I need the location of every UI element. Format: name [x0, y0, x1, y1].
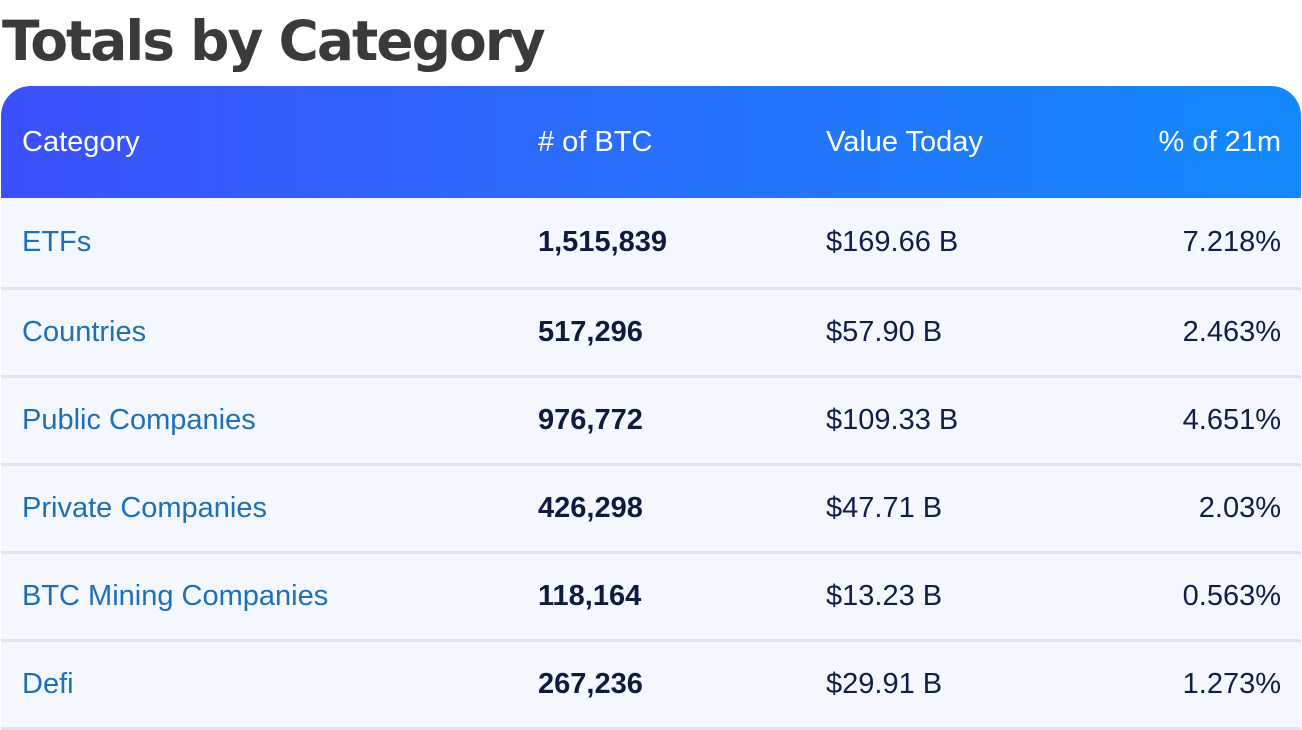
- table-row: BTC Mining Companies 118,164 $13.23 B 0.…: [1, 552, 1301, 640]
- category-cell: BTC Mining Companies: [1, 552, 517, 640]
- btc-cell: 267,236: [538, 667, 643, 700]
- btc-cell: 1,515,839: [538, 225, 668, 258]
- category-link[interactable]: Countries: [22, 315, 147, 348]
- table-row: Private Companies 426,298 $47.71 B 2.03%: [1, 464, 1301, 552]
- percent-cell: 7.218%: [1182, 225, 1281, 258]
- table-header-row: Category # of BTC Value Today % of 21m: [1, 86, 1301, 198]
- percent-cell: 4.651%: [1182, 403, 1281, 436]
- category-link[interactable]: BTC Mining Companies: [22, 579, 329, 612]
- category-link[interactable]: Defi: [22, 667, 74, 700]
- table-row: ETFs 1,515,839 $169.66 B 7.218%: [1, 198, 1301, 288]
- category-cell: Public Companies: [1, 376, 517, 464]
- btc-cell: 517,296: [538, 315, 643, 348]
- btc-cell: 118,164: [538, 579, 642, 612]
- category-link[interactable]: Public Companies: [22, 403, 256, 436]
- percent-cell: 1.273%: [1182, 667, 1281, 700]
- column-header-value[interactable]: Value Today: [826, 125, 983, 158]
- table-row: Public Companies 976,772 $109.33 B 4.651…: [1, 376, 1301, 464]
- value-cell: $29.91 B: [826, 667, 943, 700]
- percent-cell: 0.563%: [1182, 579, 1281, 612]
- category-link[interactable]: ETFs: [22, 225, 92, 258]
- value-cell: $13.23 B: [826, 579, 943, 612]
- value-cell: $47.71 B: [826, 491, 943, 524]
- category-link[interactable]: Private Companies: [22, 491, 267, 524]
- category-cell: Defi: [1, 640, 517, 728]
- btc-cell: 976,772: [538, 403, 643, 436]
- value-cell: $169.66 B: [826, 225, 959, 258]
- category-totals-table: Category # of BTC Value Today % of 21m E…: [1, 86, 1301, 730]
- percent-cell: 2.03%: [1198, 491, 1281, 524]
- btc-cell: 426,298: [538, 491, 643, 524]
- table-row: Countries 517,296 $57.90 B 2.463%: [1, 288, 1301, 376]
- column-header-percent[interactable]: % of 21m: [1158, 125, 1282, 158]
- value-cell: $109.33 B: [826, 403, 959, 436]
- category-cell: ETFs: [1, 198, 517, 288]
- column-header-category[interactable]: Category: [22, 125, 140, 158]
- table-row: Defi 267,236 $29.91 B 1.273%: [1, 640, 1301, 728]
- category-cell: Countries: [1, 288, 517, 376]
- page-title: Totals by Category: [2, 9, 546, 73]
- percent-cell: 2.463%: [1182, 315, 1281, 348]
- column-header-btc[interactable]: # of BTC: [538, 125, 653, 158]
- value-cell: $57.90 B: [826, 315, 943, 348]
- category-cell: Private Companies: [1, 464, 517, 552]
